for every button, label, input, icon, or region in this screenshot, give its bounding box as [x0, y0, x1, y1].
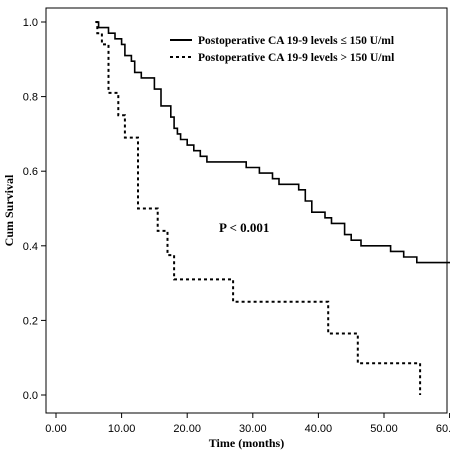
- x-tick-label: 60.00: [436, 423, 450, 435]
- p-value-annotation: P < 0.001: [219, 220, 269, 235]
- legend-entry-low: Postoperative CA 19-9 levels ≤ 150 U/ml: [198, 35, 394, 47]
- y-axis: 0.0 0.2 0.4 0.6 0.8 1.0: [23, 17, 46, 402]
- x-tick-label: 30.00: [239, 423, 267, 435]
- survival-curve-high: [95, 21, 422, 395]
- x-axis: 0.00 10.00 20.00 30.00 40.00 50.00 60.00: [45, 413, 450, 435]
- y-tick-label: 0.6: [23, 166, 38, 178]
- y-tick-label: 0.4: [23, 241, 38, 253]
- y-tick-label: 0.0: [23, 390, 38, 402]
- x-tick-label: 20.00: [173, 423, 201, 435]
- series-layer: [95, 21, 450, 395]
- y-tick-label: 0.8: [23, 92, 38, 104]
- y-axis-title: Cum Survival: [2, 174, 16, 246]
- plot-frame: [45, 7, 448, 414]
- y-tick-label: 1.0: [23, 17, 38, 29]
- x-axis-title: Time (months): [209, 436, 284, 450]
- x-tick-label: 0.00: [45, 423, 66, 435]
- legend: Postoperative CA 19-9 levels ≤ 150 U/ml …: [170, 35, 394, 64]
- x-tick-label: 10.00: [108, 423, 136, 435]
- y-tick-label: 0.2: [23, 315, 38, 327]
- survival-curve-low: [95, 21, 450, 264]
- x-tick-label: 50.00: [370, 423, 398, 435]
- legend-entry-high: Postoperative CA 19-9 levels > 150 U/ml: [198, 52, 394, 64]
- x-tick-label: 40.00: [305, 423, 333, 435]
